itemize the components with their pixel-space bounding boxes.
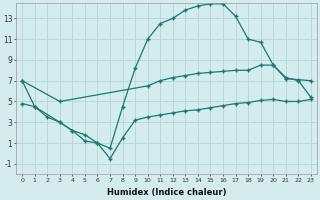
- X-axis label: Humidex (Indice chaleur): Humidex (Indice chaleur): [107, 188, 226, 197]
